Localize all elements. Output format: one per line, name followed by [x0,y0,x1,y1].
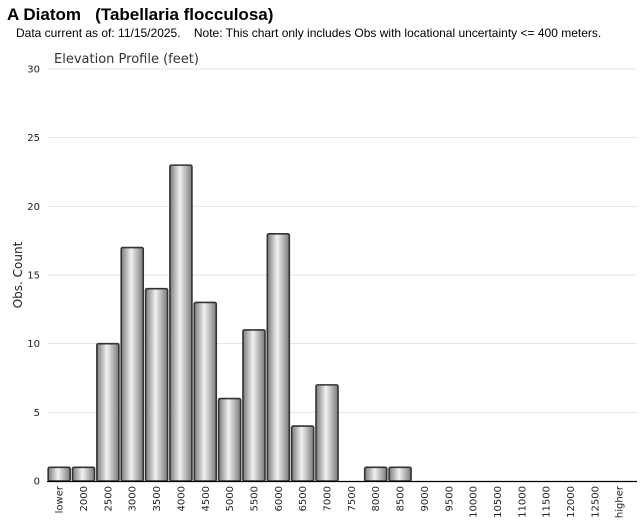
y-tick-label: 15 [27,271,40,282]
x-tick-label: 5500 [249,486,260,511]
y-axis-title: Obs. Count [11,241,25,308]
bar-8000 [363,466,388,482]
bar-5000 [217,397,242,482]
x-tick-label: 11500 [542,486,553,518]
x-tick-label: 2500 [103,486,114,511]
y-tick-label: 10 [27,339,40,350]
chart-title: Elevation Profile (feet) [54,52,199,67]
y-tick-label: 25 [27,133,40,144]
x-tick-label: 5000 [225,486,236,511]
x-tick-label: 12500 [590,486,601,518]
bar-5500 [242,329,266,482]
data-note: Data current as of: 11/15/2025. Note: Th… [16,26,602,40]
x-tick-label: lower [55,485,66,513]
x-tick-label: 4000 [176,486,187,511]
x-tick-label: 6000 [274,486,285,511]
x-tick-label: 10500 [493,486,504,518]
bar-4500 [193,301,218,482]
x-tick-label: 9000 [420,486,431,511]
bar-2500 [96,342,120,482]
bar-7000 [315,384,339,482]
bar-layer [47,164,412,482]
x-tick-label: 2000 [79,486,90,511]
bar-8500 [388,466,412,482]
y-axis-ticks: 0 5 10 15 20 25 30 [27,65,40,488]
x-tick-label: 6500 [298,486,309,511]
x-tick-label: 7000 [323,486,334,511]
bar-6500 [290,425,315,482]
x-tick-label: 8000 [371,486,382,511]
y-tick-label: 5 [34,408,40,419]
x-tick-label: 9500 [444,486,455,511]
bar-6000 [266,233,291,482]
bar-3000 [120,246,145,482]
x-tick-label: 8500 [396,486,407,511]
x-axis-ticks: lower 2000 2500 3000 3500 4000 4500 5000 5500 600… [55,485,626,518]
x-tick-label: 12000 [566,486,577,518]
x-tick-label: 4500 [201,486,212,511]
bar-2000 [71,466,96,482]
x-tick-label: higher [615,485,626,518]
x-tick-label: 3000 [128,486,139,511]
x-tick-label: 11000 [517,486,528,518]
bar-lower [47,466,71,482]
x-tick-label: 3500 [152,486,163,511]
bar-4000 [169,164,193,482]
page-title: A Diatom (Tabellaria flocculosa) [7,5,274,24]
bar-3500 [144,287,169,482]
x-tick-label: 10000 [469,486,480,518]
y-tick-label: 20 [27,202,40,213]
y-tick-label: 0 [34,477,40,488]
y-tick-label: 30 [27,65,40,76]
x-tick-label: 7500 [347,486,358,511]
